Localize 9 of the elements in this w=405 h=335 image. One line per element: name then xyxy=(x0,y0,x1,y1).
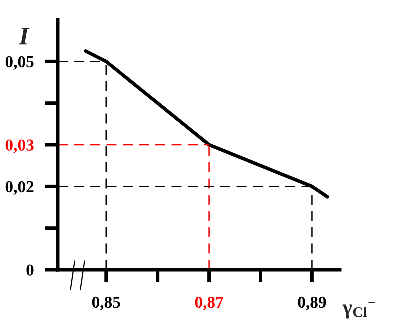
y-tick-label: 0 xyxy=(26,264,34,276)
x-axis-title: γ$_{Cl}$$^{−}$ xyxy=(342,302,376,319)
y-tick-label: 0,03 xyxy=(6,140,34,154)
x-tick-label: 0,87 xyxy=(195,296,224,311)
x-tick-label: 0,85 xyxy=(92,296,120,311)
y-tick-label: 0,02 xyxy=(6,181,34,196)
y-tick-label: 0,05 xyxy=(6,56,34,70)
y-axis-title: I xyxy=(19,28,30,45)
x-tick-label: 0,89 xyxy=(298,296,326,311)
